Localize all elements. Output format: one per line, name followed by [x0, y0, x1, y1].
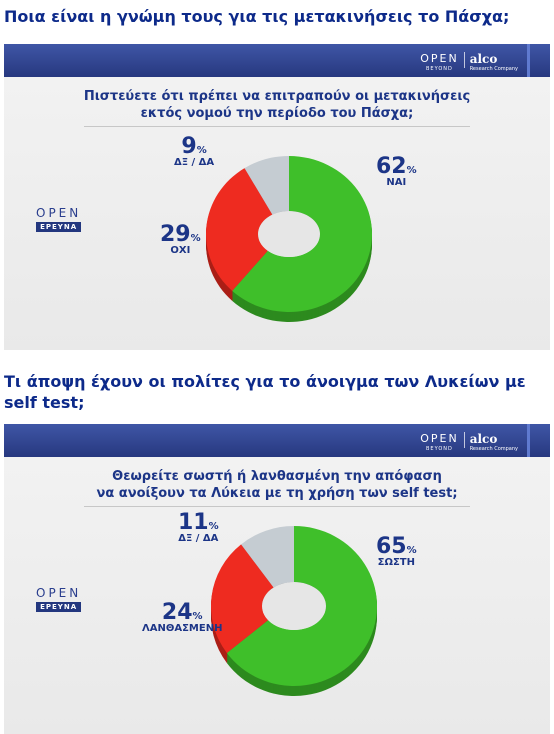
article-heading-lyceum-self-test: Τι άποψη έχουν οι πολίτες για το άνοιγμα… [4, 372, 526, 412]
question-divider [84, 506, 470, 507]
slice-label-dk: 11% ΔΞ / ΔΑ [178, 510, 219, 544]
chart-top-bar: OPEN BEYOND alco Research Company [4, 44, 550, 77]
logo-divider [463, 52, 465, 68]
chart-panel-lyceum-self-test: OPEN BEYOND alco Research Company Θεωρείτε… [4, 424, 550, 734]
chart-top-bar: OPEN BEYOND alco Research Company [4, 424, 550, 457]
chart-panel-easter-travel: OPEN BEYOND alco Research Company Πιστεύετ… [4, 44, 550, 350]
article-heading-easter-travel: Ποια είναι η γνώμη τους για τις μετακινή… [4, 7, 510, 26]
slice-ΔΞ / ΔΑ [241, 526, 294, 588]
question-line-2: να ανοίξουν τα Λύκεια με τη χρήση των se… [96, 486, 458, 501]
question-divider [84, 126, 470, 127]
slice-ΛΑΝΘΑΣΜΕΝΗ [211, 544, 274, 654]
open-logo: OPEN BEYOND [420, 432, 459, 452]
alco-logo: alco Research Company [469, 52, 518, 72]
donut-chart [211, 526, 378, 696]
slice-label-yes: 62% ΝΑΙ [376, 154, 417, 188]
alco-logo: alco Research Company [469, 432, 518, 452]
chart-question: Πιστεύετε ότι πρέπει να επιτραπούν οι με… [4, 88, 550, 122]
open-ereuna-logo: OPEN ΕΡΕΥΝΑ [36, 206, 82, 232]
open-logo: OPEN BEYOND [420, 52, 459, 72]
slice-label-wrong: 24% ΛΑΝΘΑΣΜΕΝΗ [142, 600, 223, 634]
chart-question: Θεωρείτε σωστή ή λανθασμένη την απόφαση … [4, 468, 550, 502]
question-line-1: Θεωρείτε σωστή ή λανθασμένη την απόφαση [112, 469, 442, 484]
slice-ΣΩΣΤΗ [226, 526, 378, 686]
broadcaster-logos: OPEN BEYOND alco Research Company [420, 432, 518, 452]
donut-hole [262, 582, 326, 630]
slice-ΔΞ / ΔΑ [244, 156, 289, 215]
slice-label-no: 29% ΟΧΙ [160, 222, 201, 256]
open-ereuna-logo: OPEN ΕΡΕΥΝΑ [36, 586, 82, 612]
top-bar-accent [527, 424, 530, 457]
donut-hole [258, 211, 320, 257]
slice-ΝΑΙ [232, 156, 372, 312]
slice-label-correct: 65% ΣΩΣΤΗ [376, 534, 417, 568]
donut-chart [205, 156, 372, 322]
slice-label-dk: 9% ΔΞ / ΔΑ [174, 134, 215, 168]
question-line-2: εκτός νομού την περίοδο του Πάσχα; [140, 106, 414, 121]
slice-ΟΧΙ [205, 168, 273, 291]
top-bar-accent [527, 44, 530, 77]
logo-divider [463, 432, 465, 448]
question-line-1: Πιστεύετε ότι πρέπει να επιτραπούν οι με… [83, 89, 471, 104]
broadcaster-logos: OPEN BEYOND alco Research Company [420, 52, 518, 72]
